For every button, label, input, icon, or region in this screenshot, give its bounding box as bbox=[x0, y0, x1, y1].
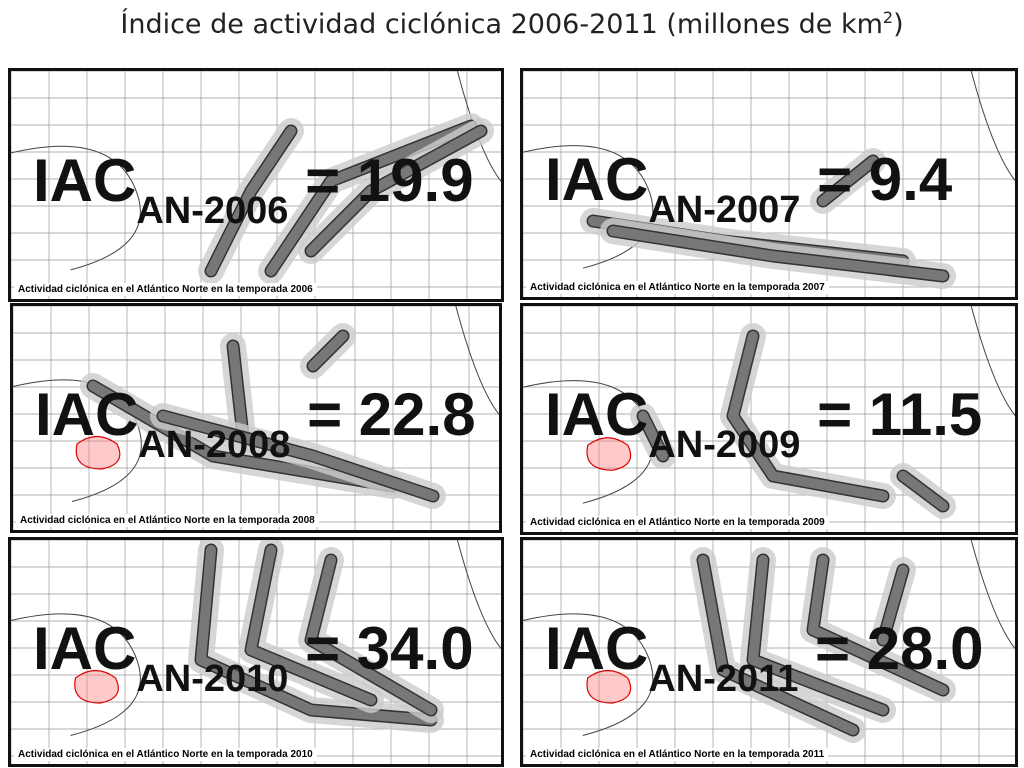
map-panel: IACAN-2009 = 11.5 Actividad ciclónica en … bbox=[520, 303, 1018, 535]
storm-track bbox=[196, 545, 436, 725]
index-subscript: AN-2009 bbox=[648, 424, 801, 467]
storm-track bbox=[206, 126, 296, 276]
index-label: IACAN-2006 = 19.9 bbox=[33, 146, 474, 233]
map-caption: Actividad ciclónica en el Atlántico Nort… bbox=[526, 281, 829, 294]
coastline bbox=[11, 71, 501, 271]
index-subscript: AN-2006 bbox=[136, 189, 289, 232]
storm-track bbox=[728, 331, 888, 501]
index-label: IACAN-2009 = 11.5 bbox=[545, 380, 982, 467]
index-name: IAC bbox=[33, 146, 137, 214]
red-area bbox=[586, 437, 632, 471]
map-panel: IACAN-2008 = 22.8 Actividad ciclónica en … bbox=[10, 303, 502, 533]
map-panel: IACAN-2010 = 34.0 Actividad ciclónica en … bbox=[8, 537, 504, 767]
storm-track bbox=[306, 126, 486, 256]
map-caption: Actividad ciclónica en el Atlántico Nort… bbox=[16, 514, 319, 527]
index-subscript: AN-2007 bbox=[648, 189, 801, 232]
storm-track bbox=[878, 565, 908, 645]
index-name: IAC bbox=[545, 146, 649, 214]
storm-track bbox=[898, 471, 948, 511]
map bbox=[11, 540, 501, 764]
coastline bbox=[11, 540, 501, 736]
storm-track bbox=[698, 555, 858, 735]
index-name: IAC bbox=[33, 614, 137, 682]
index-value: = 9.4 bbox=[817, 146, 953, 214]
map-caption: Actividad ciclónica en el Atlántico Nort… bbox=[14, 748, 317, 761]
map-caption: Actividad ciclónica en el Atlántico Nort… bbox=[526, 516, 829, 529]
index-value: = 28.0 bbox=[815, 614, 984, 682]
index-subscript: AN-2011 bbox=[648, 657, 799, 700]
index-subscript: AN-2008 bbox=[138, 423, 291, 466]
map-caption: Actividad ciclónica en el Atlántico Nort… bbox=[526, 748, 829, 761]
index-value: = 34.0 bbox=[305, 614, 474, 682]
index-label: IACAN-2008 = 22.8 bbox=[35, 380, 476, 467]
red-area bbox=[75, 435, 121, 470]
storm-track bbox=[266, 121, 476, 276]
map-caption: Actividad ciclónica en el Atlántico Nort… bbox=[14, 283, 317, 296]
storm-track bbox=[608, 226, 948, 281]
map bbox=[523, 71, 1015, 297]
coastline bbox=[523, 71, 1015, 269]
map-panel: IACAN-2011 = 28.0 Actividad ciclónica en … bbox=[520, 537, 1018, 767]
title-end: ) bbox=[893, 9, 904, 40]
map bbox=[523, 540, 1015, 764]
index-value: = 11.5 bbox=[817, 381, 983, 449]
index-label: IACAN-2011 = 28.0 bbox=[545, 614, 984, 701]
index-name: IAC bbox=[545, 381, 649, 449]
slide-title: Índice de actividad ciclónica 2006-2011 … bbox=[0, 8, 1024, 40]
storm-track bbox=[228, 341, 248, 441]
index-name: IAC bbox=[35, 380, 139, 448]
map-panel: IACAN-2006 = 19.9 Actividad ciclónica en … bbox=[8, 68, 504, 302]
storm-track bbox=[638, 411, 668, 461]
red-area bbox=[74, 669, 119, 704]
index-subscript: AN-2010 bbox=[136, 657, 289, 700]
index-value: = 19.9 bbox=[305, 146, 474, 214]
storm-track bbox=[306, 555, 436, 715]
storm-track bbox=[308, 331, 348, 371]
map bbox=[11, 71, 501, 299]
index-label: IACAN-2007 = 9.4 bbox=[545, 145, 952, 232]
red-area bbox=[586, 669, 632, 704]
index-label: IACAN-2010 = 34.0 bbox=[33, 614, 474, 701]
index-name: IAC bbox=[545, 614, 649, 682]
index-value: = 22.8 bbox=[307, 380, 476, 448]
map bbox=[523, 306, 1015, 532]
storm-track bbox=[246, 545, 376, 705]
storm-track bbox=[158, 411, 438, 501]
storm-track bbox=[748, 555, 888, 715]
coastline bbox=[523, 540, 1015, 736]
map-panel: IACAN-2007 = 9.4 Actividad ciclónica en e… bbox=[520, 68, 1018, 300]
storm-track bbox=[818, 156, 878, 206]
title-text: Índice de actividad ciclónica 2006-2011 … bbox=[120, 9, 883, 40]
storm-track bbox=[808, 555, 948, 695]
map bbox=[13, 306, 499, 530]
title-superscript: 2 bbox=[882, 8, 894, 27]
